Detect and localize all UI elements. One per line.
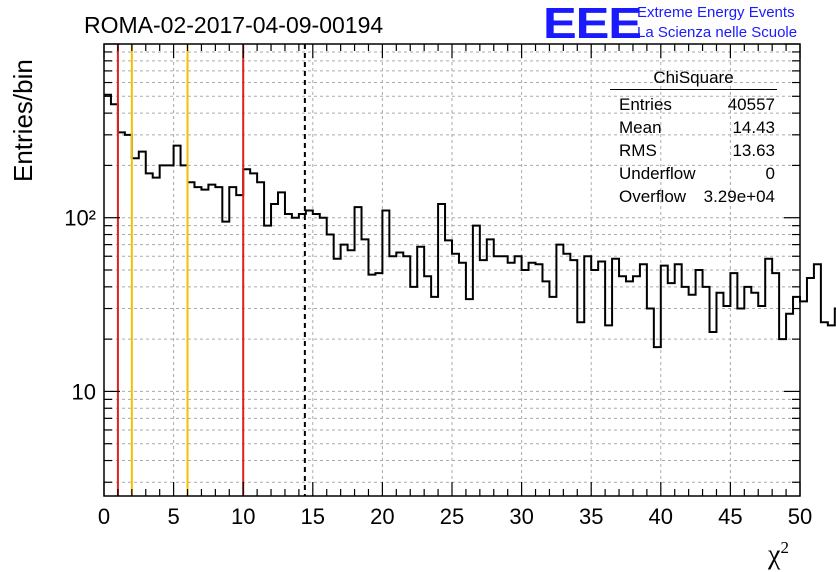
stats-row-rms: RMS 13.63 <box>610 139 777 162</box>
x-tick-label: 0 <box>98 504 110 529</box>
run-title: ROMA-02-2017-04-09-00194 <box>84 12 384 38</box>
x-axis-label-symbol: χ <box>768 539 781 571</box>
stats-value: 3.29e+04 <box>703 187 775 206</box>
stats-row-entries: Entries 40557 <box>610 93 777 116</box>
x-tick-label: 5 <box>167 504 179 529</box>
stats-row-mean: Mean 14.43 <box>610 116 777 139</box>
x-tick-label: 50 <box>788 504 812 529</box>
x-axis-label: χ2 <box>768 538 789 571</box>
x-tick-label: 20 <box>370 504 394 529</box>
histogram-line <box>104 93 836 349</box>
stats-key: RMS <box>619 141 657 160</box>
x-tick-label: 25 <box>440 504 464 529</box>
stats-value: 13.63 <box>732 141 775 160</box>
stats-row-overflow: Overflow 3.29e+04 <box>610 185 777 208</box>
stats-row-underflow: Underflow 0 <box>610 162 777 185</box>
x-axis-label-exponent: 2 <box>780 538 789 557</box>
stats-title: ChiSquare <box>610 68 777 90</box>
stats-value: 0 <box>765 164 775 183</box>
stats-box: ChiSquare Entries 40557 Mean 14.43 RMS 1… <box>610 68 777 208</box>
stats-key: Underflow <box>619 164 696 183</box>
x-tick-label: 40 <box>649 504 673 529</box>
stats-key: Mean <box>619 118 662 137</box>
stats-value: 40557 <box>727 95 775 114</box>
y-tick-label: 10 <box>72 379 96 404</box>
y-tick-label: 10² <box>64 206 96 231</box>
eee-logo: EEE <box>543 0 642 48</box>
logo-line-2: La Scienza nelle Scuole <box>637 24 798 41</box>
x-tick-label: 30 <box>509 504 533 529</box>
logo-line-1: Extreme Energy Events <box>637 4 795 21</box>
stats-key: Overflow <box>619 187 687 206</box>
x-tick-label: 10 <box>231 504 255 529</box>
x-tick-label: 45 <box>718 504 742 529</box>
stats-value: 14.43 <box>732 118 775 137</box>
x-tick-label: 15 <box>301 504 325 529</box>
stats-key: Entries <box>619 95 672 114</box>
y-axis-label: Entries/bin <box>8 59 38 182</box>
x-tick-label: 35 <box>579 504 603 529</box>
